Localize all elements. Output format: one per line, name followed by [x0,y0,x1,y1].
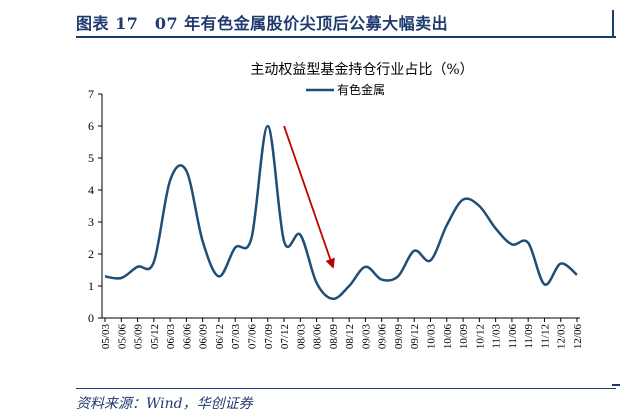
legend-label: 有色金属 [337,82,385,97]
y-tick-label: 2 [88,247,94,261]
annotation-arrow [283,125,335,269]
source-footer: 资料来源：Wind，华创证券 [76,388,616,414]
y-tick-label: 1 [88,279,94,293]
x-tick-label: 05/06 [116,324,128,350]
x-tick-label: 11/03 [491,324,503,349]
x-tick-label: 06/06 [181,324,193,350]
x-tick-label: 05/09 [133,324,145,350]
x-tick-label: 06/09 [198,324,210,350]
x-tick-label: 10/06 [442,324,454,350]
legend: 有色金属 [306,82,385,97]
x-tick-label: 09/09 [393,324,405,350]
y-axis-ticks: 0 1 2 3 4 5 6 7 [88,87,102,325]
x-tick-label: 10/03 [426,324,438,350]
adjacent-page-edge-bottom [612,384,620,386]
x-tick-label: 07/06 [246,324,258,350]
adjacent-page-edge [612,10,620,36]
x-tick-label: 09/06 [377,324,389,350]
y-tick-label: 6 [88,119,94,133]
x-tick-label: 06/12 [214,324,226,349]
x-tick-label: 06/03 [165,324,177,350]
y-tick-label: 0 [88,311,94,325]
x-tick-label: 10/12 [474,324,486,349]
x-tick-label: 09/03 [360,324,372,350]
axes [101,94,580,319]
x-tick-label: 12/06 [572,324,584,350]
series-line-有色金属 [104,124,578,301]
figure-title: 图表 17 07 年有色金属股价尖顶后公募大幅卖出 [76,14,449,33]
x-tick-label: 09/12 [409,324,421,349]
x-tick-label: 08/09 [328,324,340,350]
chart-title: 主动权益型基金持仓行业占比（%） [250,61,473,78]
annotations [283,125,335,269]
x-tick-label: 08/03 [295,324,307,350]
x-tick-label: 12/03 [556,324,568,350]
x-axis-ticks: 05/03 05/06 05/09 05/12 06/03 06/06 06/09 06/12… [100,318,584,349]
x-tick-label: 05/03 [100,324,112,350]
x-tick-label: 08/06 [312,324,324,350]
y-tick-label: 7 [88,87,94,101]
x-tick-label: 07/12 [279,324,291,349]
x-tick-label: 05/12 [149,324,161,349]
x-tick-label: 08/12 [344,324,356,349]
y-tick-label: 3 [88,215,94,229]
x-tick-label: 11/09 [523,324,535,349]
x-tick-label: 10/09 [458,324,470,350]
x-tick-label: 07/03 [230,324,242,350]
x-tick-label: 07/09 [263,324,275,350]
series-group [104,124,578,301]
y-tick-label: 4 [88,183,94,197]
x-tick-label: 11/12 [539,324,551,349]
x-tick-label: 11/06 [507,324,519,349]
source-text: 资料来源：Wind，华创证券 [76,396,253,412]
figure-header: 图表 17 07 年有色金属股价尖顶后公募大幅卖出 [76,4,616,38]
y-tick-label: 5 [88,151,94,165]
